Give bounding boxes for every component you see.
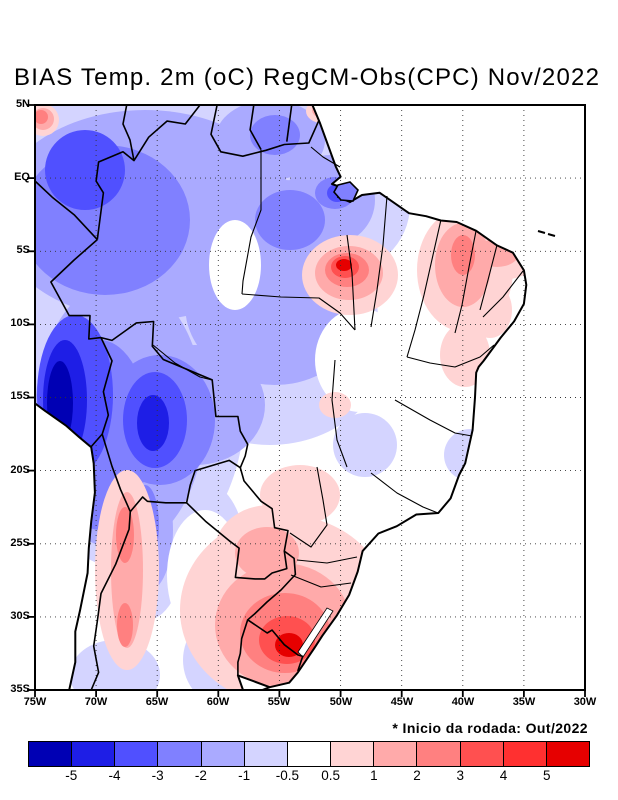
page-title: BIAS Temp. 2m (oC) RegCM-Obs(CPC) Nov/20… <box>14 64 601 91</box>
lon-tick-label: 40W <box>451 696 475 708</box>
colorbar-tick-label: -4 <box>108 768 121 783</box>
lat-tick-label: 25S <box>10 537 30 549</box>
lon-tick-label: 75W <box>23 696 47 708</box>
colorbar-segment <box>545 741 591 767</box>
lon-tick-label: 35W <box>512 696 536 708</box>
colorbar-tick-label: 2 <box>413 768 421 783</box>
colorbar-tick-label: 5 <box>543 768 551 783</box>
lat-tick-label: 10S <box>10 317 30 329</box>
colorbar-tick-label: 1 <box>370 768 378 783</box>
colorbar-segment <box>416 741 461 767</box>
colorbar-tick-label: 3 <box>456 768 465 783</box>
bias-contour-map <box>27 104 586 697</box>
lon-tick-label: 60W <box>206 696 230 708</box>
colorbar-tick-label: -2 <box>194 768 207 783</box>
colorbar-segment <box>502 741 547 767</box>
colorbar-segment <box>286 741 332 767</box>
colorbar-tick-label: 0.5 <box>321 768 340 783</box>
colorbar-segments <box>28 741 591 767</box>
lon-tick-label: 50W <box>329 696 353 708</box>
lon-tick-label: 70W <box>84 696 108 708</box>
lat-tick-label: 15S <box>10 390 30 402</box>
colorbar-segment <box>459 741 504 767</box>
axis-ticks <box>27 104 586 697</box>
country-borders <box>35 105 320 690</box>
lat-tick-label: 5N <box>15 98 30 110</box>
marajo-island <box>333 181 359 202</box>
colorbar-segment <box>28 741 73 767</box>
colorbar-tick-label: -5 <box>65 768 78 783</box>
colorbar-segment <box>157 741 202 767</box>
lon-tick-label: 65W <box>145 696 169 708</box>
colorbar-tick-label: -3 <box>151 768 164 783</box>
colorbar-segment <box>373 741 418 767</box>
colorbar-segment <box>114 741 159 767</box>
colorbar-labels: -5 -4 -3 -2 -1 -0.5 0.5 1 2 3 4 5 <box>28 768 590 784</box>
colorbar-segment <box>200 741 245 767</box>
run-init-note: * Inicio da rodada: Out/2022 <box>392 720 588 736</box>
lagoon <box>297 607 334 658</box>
lon-tick-label: 30W <box>573 696 597 708</box>
lat-tick-label: 30S <box>10 610 30 622</box>
lat-tick-label: 35S <box>10 683 30 695</box>
colorbar-segment <box>330 741 375 767</box>
colorbar-segment <box>243 741 288 767</box>
colorbar-segment <box>71 741 116 767</box>
colorbar-tick-label: -1 <box>238 768 251 783</box>
colorbar-tick-label: 4 <box>499 768 508 783</box>
lat-tick-label: 5S <box>16 244 30 256</box>
lat-tick-label: EQ <box>14 171 30 183</box>
state-borders <box>152 146 524 588</box>
lon-tick-label: 55W <box>267 696 291 708</box>
lat-tick-label: 20S <box>10 464 30 476</box>
colorbar-tick-label: -0.5 <box>275 768 300 783</box>
graticule <box>35 105 585 690</box>
island-marks <box>537 230 556 237</box>
lon-tick-label: 45W <box>390 696 414 708</box>
